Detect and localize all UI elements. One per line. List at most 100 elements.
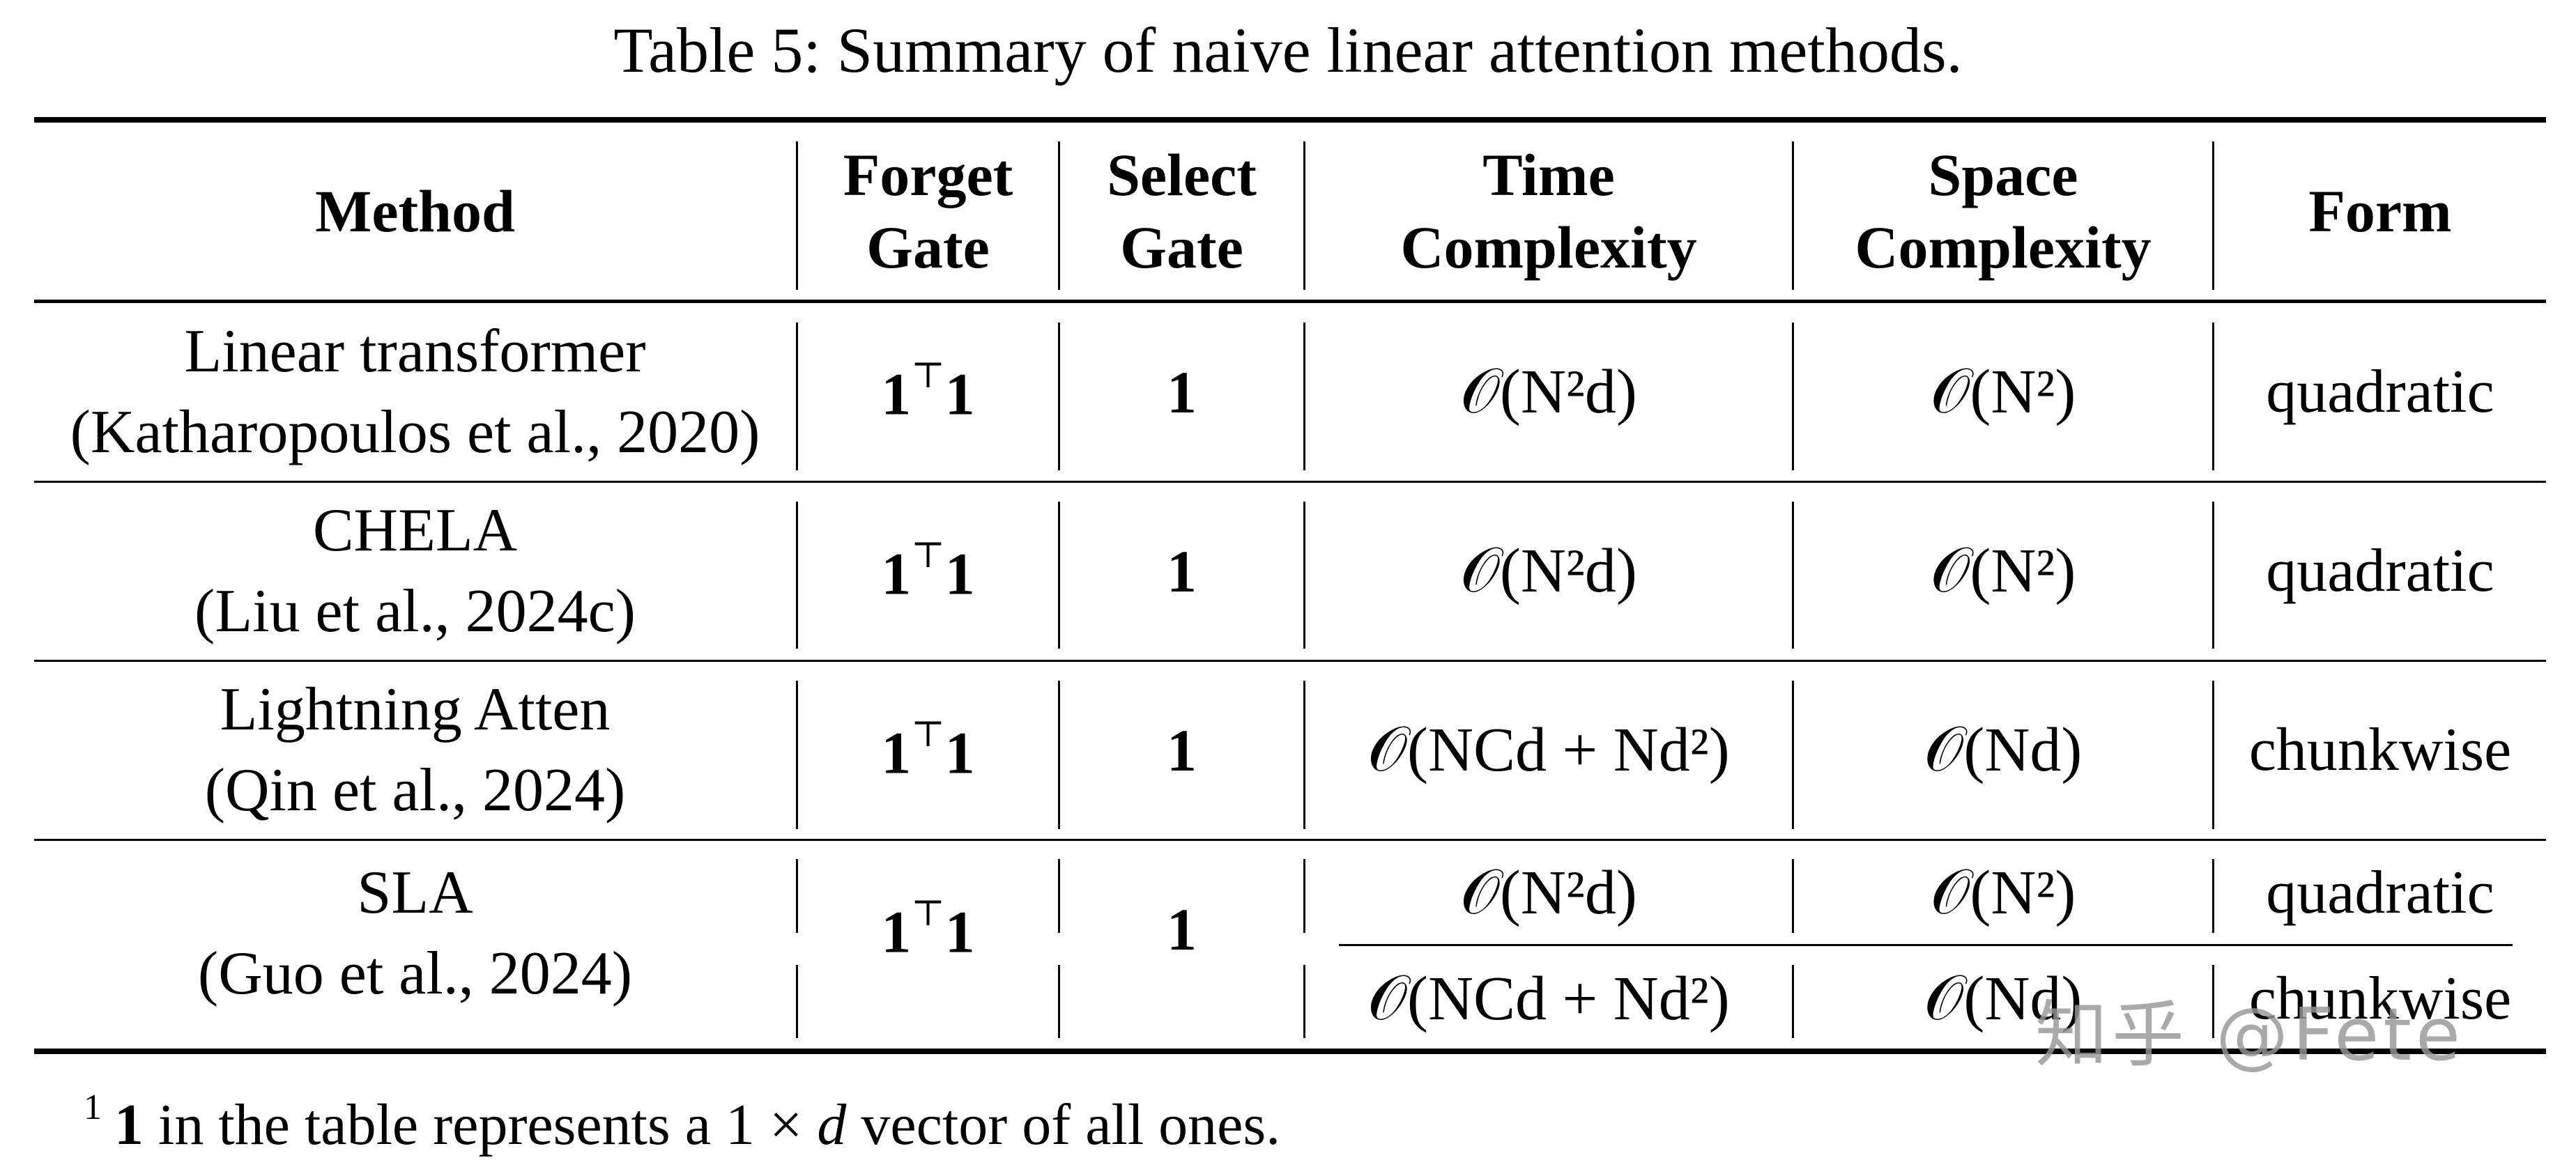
header-method-label: Method [315,178,515,245]
vsep [796,681,798,829]
method-citation: (Guo et al., 2024) [197,939,633,1007]
header-line: Complexity [1400,214,1697,281]
ones-vector: 1 [944,898,975,966]
header-method: Method [34,123,796,300]
form-cell: quadratic [2214,483,2546,660]
method-name: Linear transformer [184,317,646,385]
vsep [1792,141,1794,290]
vsep [1792,859,1794,933]
select-gate-cell: 1 [1060,841,1303,1018]
time-complexity-cell: 𝒪(NCd + Nd²) [1305,956,1792,1042]
vsep [1792,965,1794,1038]
forget-gate-cell: 1⊤1 [798,483,1058,660]
method-citation: (Qin et al., 2024) [204,757,626,824]
form-value: quadratic [2266,537,2494,605]
vsep [2212,965,2214,1038]
footnote-bold-symbol: 1 [114,1092,144,1157]
watermark: 知乎 @Fete [2035,992,2464,1077]
forget-gate-value: 1⊤1 [881,713,975,788]
header-select-gate: Select Gate [1060,123,1303,300]
vsep [2212,141,2214,290]
select-gate-cell: 1 [1060,662,1303,839]
forget-gate-value: 1⊤1 [881,892,975,967]
row-rule-3 [34,839,2546,841]
select-gate-value: 1 [1167,538,1197,605]
header-line: Select [1107,141,1257,208]
ones-vector: 1 [881,540,912,608]
vsep [1303,502,1305,649]
time-complexity-value: 𝒪(N²d) [1460,858,1637,927]
transpose-symbol: ⊤ [911,535,945,575]
method-cell: Linear transformer (Katharopoulos et al.… [34,303,796,481]
transpose-symbol: ⊤ [911,893,945,934]
vsep [1058,965,1060,1038]
method-name: Lightning Atten [220,676,611,743]
vsep [1792,502,1794,649]
header-line: Gate [866,214,990,281]
sla-mid-rule [1339,944,2513,946]
method-cell: Lightning Atten (Qin et al., 2024) [34,662,796,839]
method-name: CHELA [312,497,518,564]
space-complexity-value: 𝒪(Nd) [1924,716,2083,784]
select-gate-cell: 1 [1060,483,1303,660]
footnote-text: in the table represents a 1 [144,1092,769,1157]
form-value: chunkwise [2248,716,2512,784]
header-line: Complexity [1855,214,2152,281]
vsep [2212,502,2214,649]
footnote-variable: d [817,1092,847,1157]
select-gate-value: 1 [1167,717,1197,784]
vsep [1058,681,1060,829]
form-cell: quadratic [2214,303,2546,481]
space-complexity-cell: 𝒪(N²) [1794,850,2212,936]
header-form: Form [2214,123,2546,300]
vsep [796,859,798,933]
vsep [1303,859,1305,933]
vsep [2212,681,2214,829]
method-citation: (Katharopoulos et al., 2020) [70,398,760,466]
vsep [796,323,798,470]
vsep [1792,681,1794,829]
vsep [1058,141,1060,290]
vsep [1303,141,1305,290]
forget-gate-value: 1⊤1 [881,534,975,609]
ones-vector: 1 [881,360,912,428]
space-complexity-value: 𝒪(N²) [1930,357,2076,426]
form-value: chunkwise [2248,965,2512,1033]
space-complexity-cell: 𝒪(Nd) [1794,662,2212,839]
vsep [1792,323,1794,470]
header-line: Gate [1120,214,1243,281]
form-value: quadratic [2266,357,2494,426]
vsep [1058,859,1060,933]
header-space-complexity: Space Complexity [1794,123,2212,300]
vsep [796,141,798,290]
row-rule-1 [34,481,2546,483]
select-gate-value: 1 [1167,896,1197,963]
header-time-complexity: Time Complexity [1305,123,1792,300]
footnote-marker: 1 [84,1088,102,1127]
header-rule [34,300,2546,303]
method-cell: SLA (Guo et al., 2024) [34,844,796,1022]
ones-vector: 1 [944,540,975,608]
vsep [1303,323,1305,470]
time-complexity-cell: 𝒪(NCd + Nd²) [1305,662,1792,839]
footnote-text-end: vector of all ones. [846,1092,1281,1157]
select-gate-cell: 1 [1060,303,1303,481]
times-symbol: × [769,1092,803,1157]
space-complexity-cell: 𝒪(N²) [1794,303,2212,481]
space-complexity-cell: 𝒪(Nd) [1794,956,2212,1042]
ones-vector: 1 [944,360,975,428]
time-complexity-value: 𝒪(NCd + Nd²) [1367,716,1730,784]
time-complexity-cell: 𝒪(N²d) [1305,303,1792,481]
header-line: Time [1482,141,1615,208]
time-complexity-value: 𝒪(NCd + Nd²) [1367,964,1730,1033]
header-form-label: Form [2308,178,2452,245]
forget-gate-cell: 1⊤1 [798,303,1058,481]
select-gate-value: 1 [1167,358,1197,426]
method-citation: (Liu et al., 2024c) [194,578,636,645]
space-complexity-value: 𝒪(N²) [1930,858,2076,927]
vsep [796,965,798,1038]
vsep [1058,323,1060,470]
header-forget-gate: Forget Gate [798,123,1058,300]
forget-gate-cell: 1⊤1 [798,662,1058,839]
form-value: quadratic [2266,859,2494,927]
